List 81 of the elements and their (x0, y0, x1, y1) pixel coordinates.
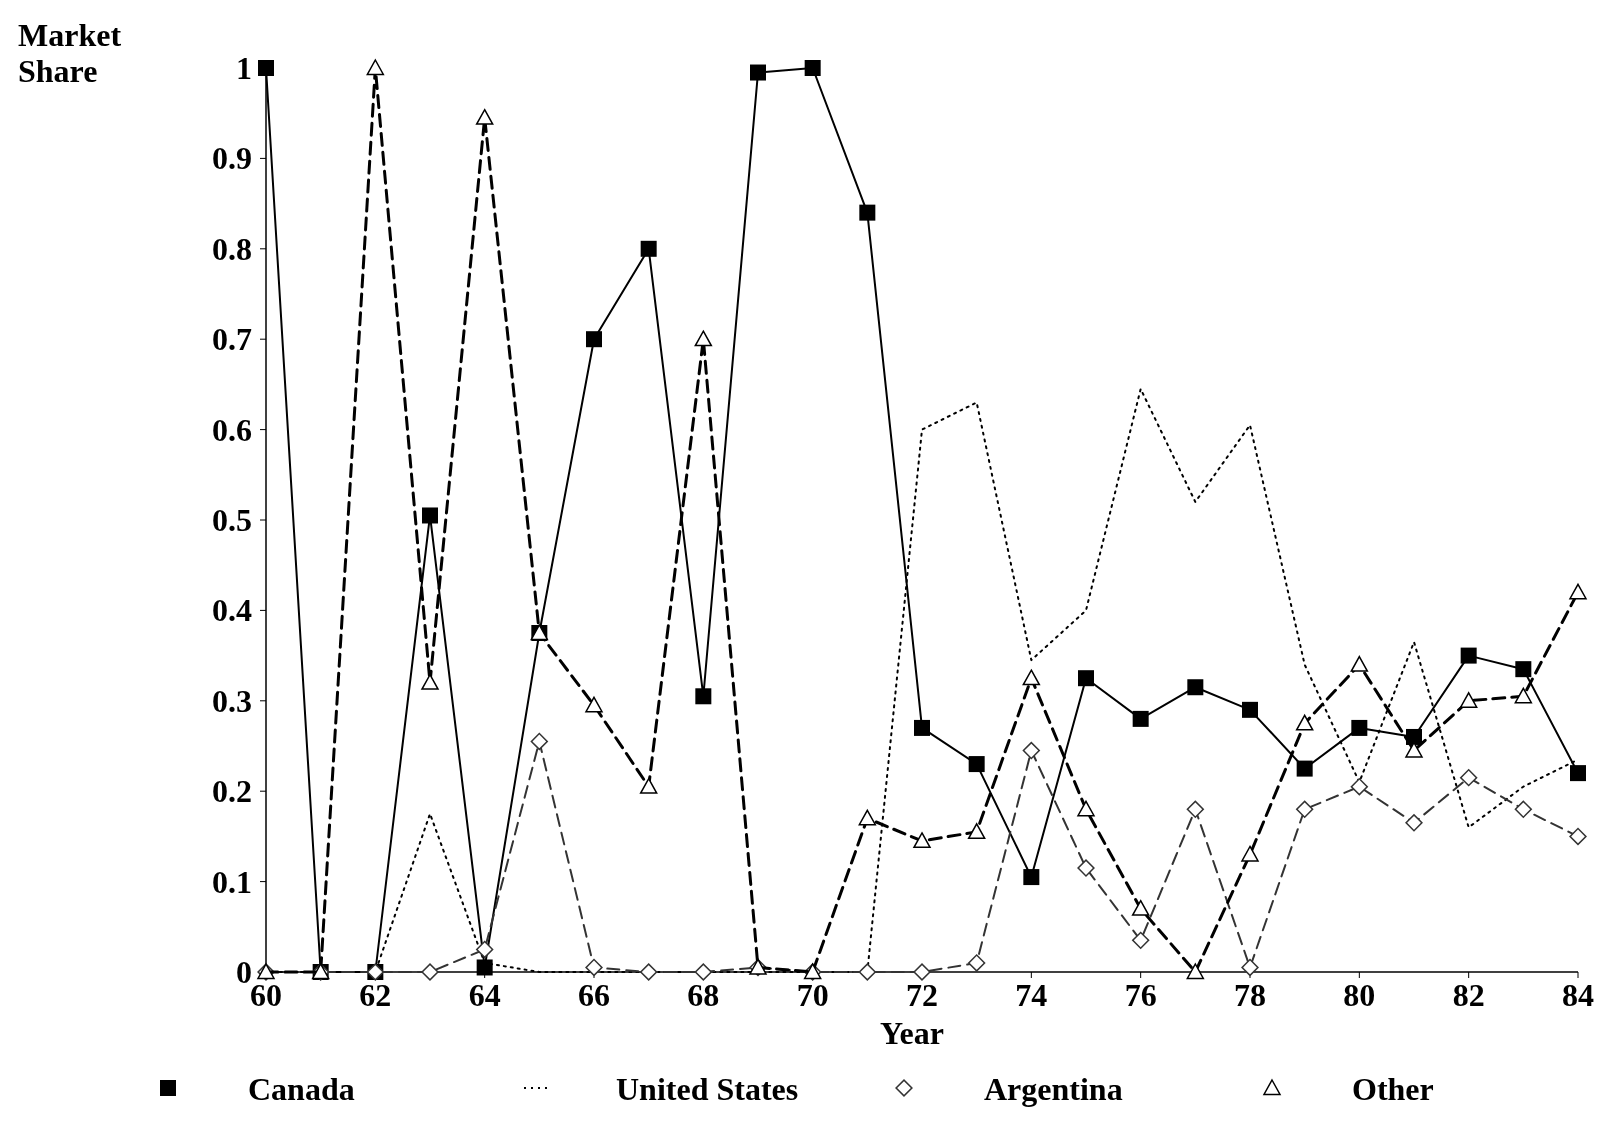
point (366, 59, 385, 76)
point (1514, 687, 1533, 704)
point (1296, 760, 1313, 777)
x-tick-label: 84 (1562, 977, 1594, 1013)
point (1350, 655, 1369, 672)
y-tick-label: 0.4 (212, 592, 252, 629)
point (1241, 845, 1259, 862)
point (695, 688, 712, 705)
legend-label: United States (616, 1071, 799, 1107)
point (1405, 814, 1423, 832)
x-tick-label: 68 (687, 977, 720, 1013)
point (694, 963, 712, 981)
x-tick-label: 82 (1452, 977, 1485, 1013)
point (858, 809, 877, 826)
point (1022, 669, 1041, 686)
y-tick-label: 0.2 (212, 773, 252, 810)
y-tick-label: 0 (236, 954, 252, 990)
point (1569, 583, 1587, 600)
y-tick-label: 0.7 (212, 321, 252, 358)
x-tick-label: 76 (1124, 977, 1157, 1013)
y-tick-label: 0.3 (212, 682, 252, 719)
point (422, 507, 438, 524)
point (1460, 647, 1477, 664)
x-tick-label: 80 (1343, 977, 1376, 1013)
point (639, 777, 658, 794)
x-tick-label: 78 (1234, 977, 1266, 1013)
point (1187, 679, 1204, 696)
point (804, 60, 821, 76)
x-tick-label: 74 (1015, 977, 1048, 1013)
point (1459, 692, 1478, 708)
point (1078, 670, 1094, 687)
point (1132, 710, 1149, 727)
point (914, 719, 930, 736)
point (1077, 800, 1095, 817)
point (1514, 800, 1532, 818)
point (258, 60, 274, 76)
x-tick-label: 60 (250, 977, 282, 1013)
x-tick-label: 66 (578, 977, 610, 1013)
legend-label: Canada (248, 1071, 355, 1107)
point (1515, 661, 1532, 678)
point (913, 832, 931, 849)
y-axis-title: Market Share (18, 17, 122, 89)
point (1186, 963, 1205, 980)
y-tick-label: 0.6 (212, 411, 252, 448)
point (586, 331, 602, 348)
x-tick-label: 64 (468, 977, 501, 1013)
y-tick-label: 0.1 (212, 863, 252, 900)
y-tick-label: 0.5 (212, 502, 252, 538)
point (750, 64, 766, 81)
point (1295, 714, 1314, 731)
point (694, 330, 713, 347)
y-tick-label: 1 (236, 50, 252, 86)
point (858, 963, 876, 981)
point (1570, 765, 1586, 782)
y-tick-label: 0.9 (212, 140, 252, 177)
x-tick-label: 70 (796, 977, 829, 1013)
point (1131, 899, 1150, 916)
point (640, 240, 657, 257)
point (1460, 768, 1478, 787)
point (1023, 869, 1040, 886)
point (1296, 800, 1314, 818)
legend-label: Other (1352, 1071, 1434, 1107)
legend-label: Argentina (984, 1071, 1123, 1107)
point (968, 756, 985, 773)
point (967, 823, 986, 840)
point (859, 204, 876, 221)
point (585, 696, 603, 713)
point (585, 958, 603, 977)
point (476, 959, 493, 976)
point (968, 954, 986, 972)
point (1242, 701, 1258, 718)
point (1351, 719, 1368, 736)
point (1350, 778, 1368, 796)
x-tick-label: 72 (906, 977, 938, 1013)
point (640, 963, 658, 981)
point (1077, 859, 1095, 877)
point (476, 940, 494, 959)
x-tick-label: 62 (359, 977, 392, 1013)
x-axis-title: Year (880, 1015, 944, 1051)
y-tick-label: 0.8 (212, 230, 252, 267)
point (475, 108, 494, 125)
